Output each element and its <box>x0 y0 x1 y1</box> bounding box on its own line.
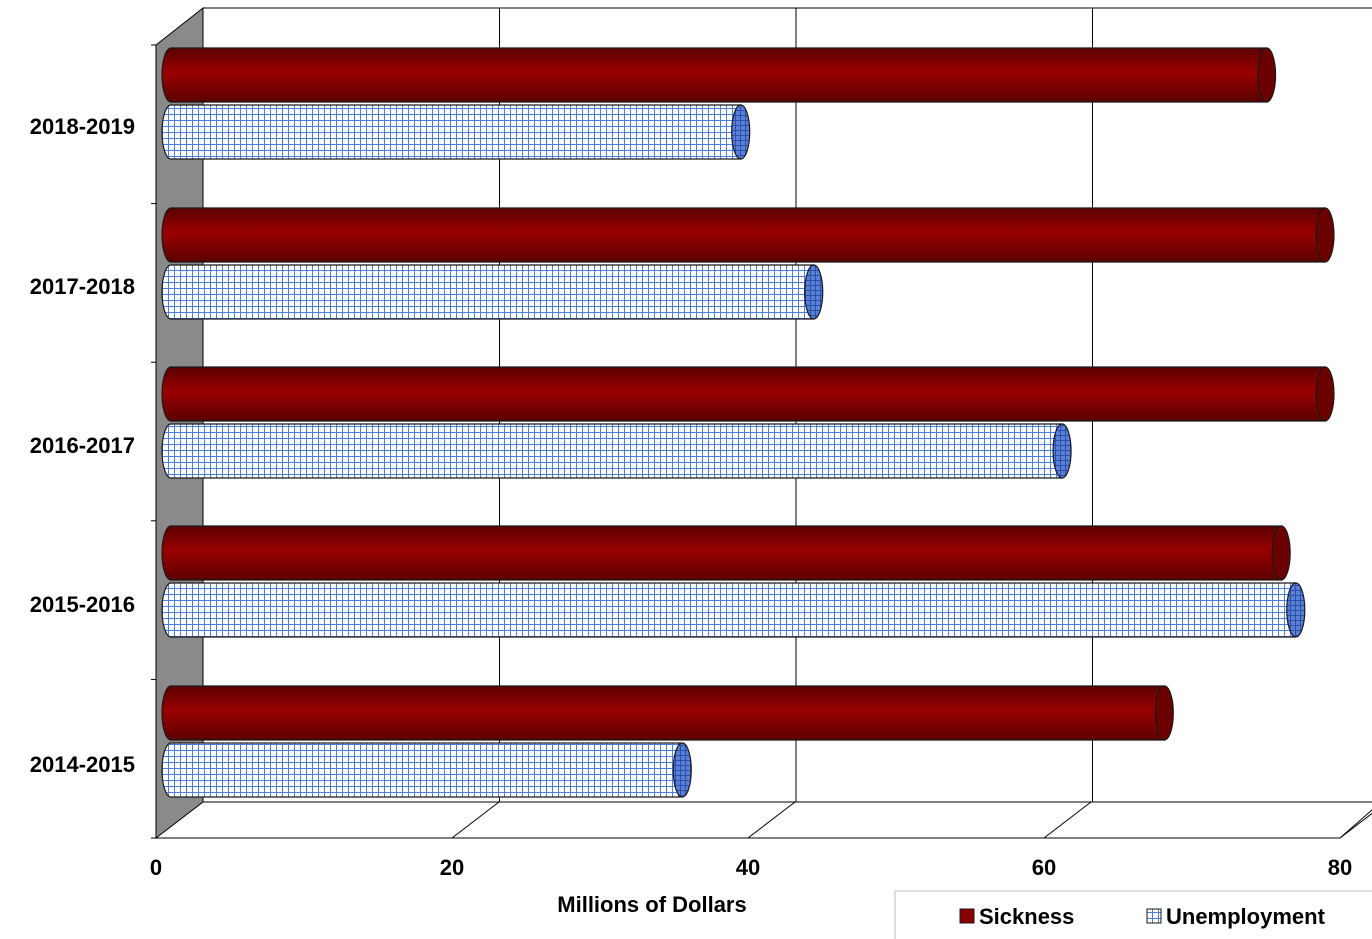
bar-cap <box>1154 685 1174 741</box>
category-label: 2017-2018 <box>30 274 135 299</box>
tick-label: 60 <box>1032 855 1056 880</box>
bars <box>161 47 1335 798</box>
tick-labels: 0 20 40 60 80 <box>150 855 1352 880</box>
category-label: 2015-2016 <box>30 592 135 617</box>
bar-sickness-2016-2017 <box>161 366 1335 422</box>
legend: Sickness Unemployment <box>894 890 1372 939</box>
bar-cap <box>1315 207 1335 263</box>
x-axis-title: Millions of Dollars <box>557 892 746 917</box>
legend-item-sickness: Sickness <box>959 904 1074 929</box>
tick-label: 0 <box>150 855 162 880</box>
legend-label: Unemployment <box>1166 904 1326 929</box>
bar-unemployment-2014-2015 <box>161 742 692 798</box>
bar-sickness-2018-2019 <box>161 47 1277 103</box>
bar-body <box>161 366 1326 422</box>
bar-body <box>161 423 1063 479</box>
bar-body <box>161 582 1297 638</box>
category-labels: 2018-2019 2017-2018 2016-2017 2015-2016 2014… <box>30 114 135 777</box>
floor-gridline <box>451 801 500 839</box>
bar-cap <box>1315 366 1335 422</box>
tick-label: 80 <box>1328 855 1352 880</box>
category-label: 2014-2015 <box>30 752 135 777</box>
bar-cap <box>731 104 751 160</box>
category-label: 2018-2019 <box>30 114 135 139</box>
legend-label: Sickness <box>979 904 1074 929</box>
floor-gridline <box>747 801 796 839</box>
bar-sickness-2014-2015 <box>161 685 1174 741</box>
tick-label: 20 <box>440 855 464 880</box>
bar-cap <box>1271 525 1291 581</box>
tick-label: 40 <box>736 855 760 880</box>
bar-body <box>161 525 1282 581</box>
bar-cap <box>672 742 692 798</box>
bar-cap <box>804 264 824 320</box>
bar-unemployment-2016-2017 <box>161 423 1072 479</box>
bar-unemployment-2018-2019 <box>161 104 751 160</box>
legend-swatch <box>959 908 975 924</box>
bar-sickness-2017-2018 <box>161 207 1335 263</box>
bar-unemployment-2015-2016 <box>161 582 1306 638</box>
bar-body <box>161 264 815 320</box>
legend-swatch <box>1146 908 1162 924</box>
bar-body <box>161 207 1326 263</box>
bar-body <box>161 742 683 798</box>
bar-sickness-2015-2016 <box>161 525 1291 581</box>
floor-gridline <box>1339 812 1372 839</box>
bar-unemployment-2017-2018 <box>161 264 824 320</box>
legend-item-unemployment: Unemployment <box>1146 904 1326 929</box>
floor-gridline <box>1043 801 1092 839</box>
bar-body <box>161 47 1268 103</box>
bar-body <box>161 104 742 160</box>
category-label: 2016-2017 <box>30 433 135 458</box>
bar-cap <box>1256 47 1277 103</box>
bar-cap <box>1286 582 1306 638</box>
bar-body <box>161 685 1165 741</box>
bar-cap <box>1052 423 1072 479</box>
